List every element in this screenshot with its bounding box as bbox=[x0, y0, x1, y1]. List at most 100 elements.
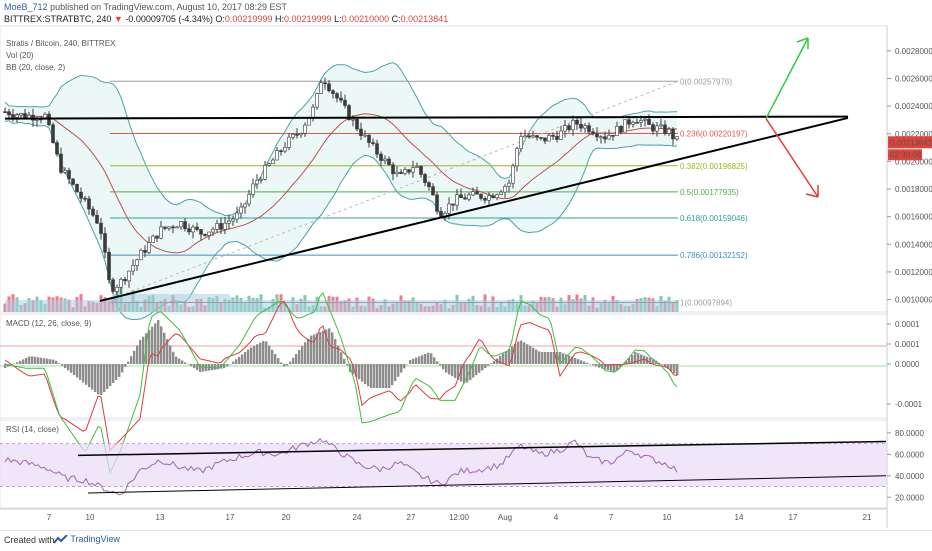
macd-histogram-bar bbox=[253, 345, 256, 364]
candle bbox=[247, 189, 251, 207]
candle-body bbox=[591, 131, 595, 135]
macd-histogram-bar bbox=[256, 344, 259, 364]
macd-histogram-bar bbox=[319, 332, 322, 364]
candle-body bbox=[459, 194, 463, 199]
macd-histogram-bar bbox=[43, 358, 46, 364]
macd-histogram-bar bbox=[631, 355, 634, 364]
macd-histogram-bar bbox=[544, 352, 547, 364]
macd-histogram-bar bbox=[310, 335, 313, 364]
tradingview-logo[interactable]: TradingView bbox=[53, 533, 120, 545]
volume-ma-area bbox=[5, 294, 678, 312]
candle bbox=[287, 133, 291, 151]
candle-body bbox=[215, 223, 219, 230]
macd-histogram-bar bbox=[334, 339, 337, 364]
candle bbox=[339, 91, 343, 103]
candle-body bbox=[487, 195, 491, 201]
candle bbox=[211, 226, 215, 236]
candle-body bbox=[339, 97, 343, 101]
macd-histogram-bar bbox=[112, 364, 115, 383]
candle bbox=[655, 121, 659, 137]
macd-histogram-bar bbox=[25, 357, 28, 364]
fib-trend-line bbox=[102, 80, 679, 303]
author-link[interactable]: MoeB_712 bbox=[4, 2, 48, 12]
candle-body bbox=[355, 118, 359, 130]
macd-histogram-bar bbox=[517, 341, 520, 364]
candle-body bbox=[327, 83, 331, 92]
candle-body bbox=[431, 186, 435, 196]
low-value: 0.00210000 bbox=[341, 14, 390, 24]
macd-histogram-bar bbox=[268, 345, 271, 364]
macd-histogram-bar bbox=[508, 348, 511, 364]
macd-histogram-bar bbox=[4, 364, 7, 368]
candle-body bbox=[555, 135, 559, 140]
candle bbox=[67, 167, 71, 185]
candle-body bbox=[3, 111, 7, 113]
macd-histogram-bar bbox=[331, 332, 334, 364]
open-value: 0.00219999 bbox=[224, 14, 273, 24]
macd-histogram-bar bbox=[199, 364, 202, 372]
macd-histogram-bar bbox=[652, 359, 655, 364]
candle-body bbox=[139, 249, 143, 261]
candle-body bbox=[35, 119, 39, 121]
macd-histogram-bar bbox=[568, 355, 571, 364]
candle-body bbox=[319, 82, 323, 94]
macd-histogram-bar bbox=[595, 364, 598, 367]
macd-histogram-bar bbox=[484, 364, 487, 368]
last-price-label: 0.00213841 bbox=[890, 138, 932, 147]
candle-body bbox=[171, 226, 175, 229]
candle bbox=[175, 225, 179, 229]
candle-body bbox=[471, 191, 475, 196]
candle bbox=[283, 142, 287, 154]
candle-body bbox=[503, 186, 507, 193]
candle bbox=[111, 277, 115, 294]
candle-body bbox=[75, 184, 79, 193]
macd-histogram-bar bbox=[142, 336, 145, 364]
candle bbox=[103, 227, 107, 259]
time-tick-label: 12:00 bbox=[449, 513, 470, 522]
candle bbox=[7, 108, 11, 119]
macd-histogram-bar bbox=[661, 364, 664, 365]
candle-body bbox=[207, 231, 211, 236]
macd-histogram-bar bbox=[433, 357, 436, 364]
candle-body bbox=[291, 133, 295, 138]
candle bbox=[267, 162, 271, 167]
low-label: L: bbox=[334, 14, 342, 24]
candle bbox=[107, 247, 111, 284]
candle-body bbox=[187, 228, 191, 233]
candle-body bbox=[227, 220, 231, 224]
candle-body bbox=[447, 203, 451, 214]
candle bbox=[491, 193, 495, 199]
macd-histogram-bar bbox=[7, 364, 10, 367]
macd-histogram-bar bbox=[550, 352, 553, 364]
macd-histogram-bar bbox=[664, 364, 667, 367]
candle-body bbox=[479, 193, 483, 199]
candle bbox=[135, 258, 139, 271]
macd-histogram-bar bbox=[418, 356, 421, 364]
candle bbox=[303, 122, 307, 137]
candle bbox=[127, 270, 131, 288]
macd-histogram-bar bbox=[385, 364, 388, 388]
candle bbox=[91, 206, 95, 218]
candle-body bbox=[183, 221, 187, 230]
macd-histogram-bar bbox=[70, 364, 73, 373]
candle-body bbox=[671, 128, 675, 140]
candle-body bbox=[199, 229, 203, 235]
candle-body bbox=[7, 111, 11, 116]
bullish-arrow-head bbox=[796, 37, 809, 49]
publish-info: MoeB_712 published on TradingView.com, A… bbox=[4, 2, 287, 12]
candle bbox=[55, 140, 59, 157]
macd-title: MACD (12, 26, close, 9) bbox=[6, 319, 92, 328]
macd-histogram-bar bbox=[127, 361, 130, 364]
macd-histogram-bar bbox=[538, 351, 541, 364]
macd-histogram-bar bbox=[373, 364, 376, 388]
candle bbox=[399, 169, 403, 175]
candle bbox=[515, 146, 519, 172]
macd-histogram-bar bbox=[370, 364, 373, 388]
candle bbox=[335, 92, 339, 103]
time-tick-label: 17 bbox=[226, 513, 235, 522]
rsi-tick-label: 20.0000 bbox=[895, 493, 924, 502]
candle-body bbox=[239, 206, 243, 214]
macd-histogram-bar bbox=[625, 361, 628, 364]
